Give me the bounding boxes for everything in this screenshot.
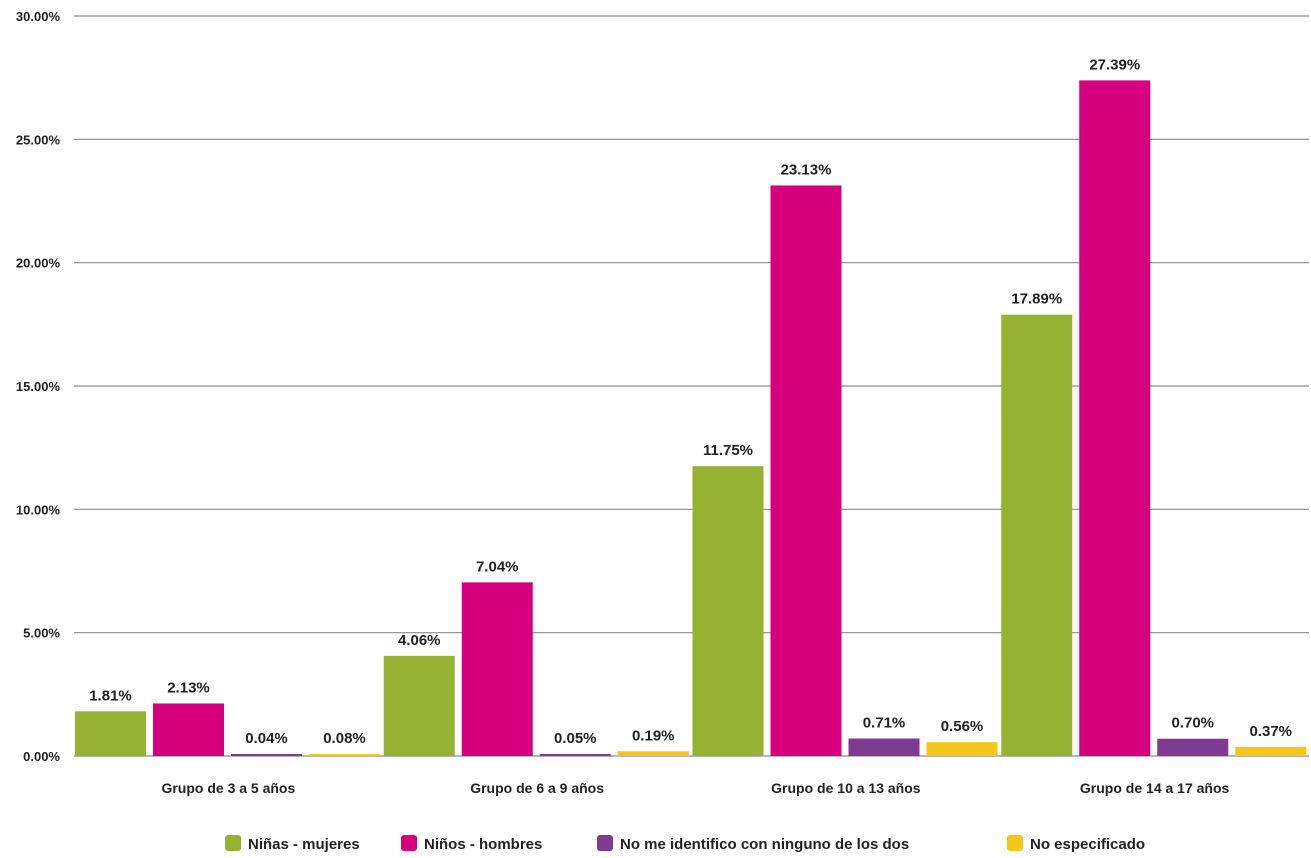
- x-axis: Grupo de 3 a 5 años Grupo de 6 a 9 años Gr…: [161, 780, 1229, 796]
- bar: [848, 738, 920, 756]
- data-label: 0.19%: [632, 727, 675, 744]
- data-label: 0.56%: [941, 718, 984, 735]
- legend-label: Niñas - mujeres: [248, 836, 360, 853]
- legend-label: No especificado: [1030, 836, 1145, 853]
- bar: [309, 754, 380, 756]
- data-label: 23.13%: [781, 161, 832, 178]
- y-tick-label: 20.00%: [16, 256, 61, 271]
- bar: [153, 703, 224, 756]
- x-tick-label: Grupo de 10 a 13 años: [771, 780, 921, 796]
- x-tick-label: Grupo de 6 a 9 años: [470, 780, 604, 796]
- bars: [75, 80, 1307, 756]
- legend: Niñas - mujeres Niños - hombres No me iden…: [225, 835, 1145, 853]
- legend-label: No me identifico con ninguno de los dos: [620, 836, 909, 853]
- y-tick-label: 0.00%: [23, 749, 60, 764]
- data-label: 1.81%: [89, 687, 132, 704]
- data-label: 11.75%: [703, 442, 753, 459]
- data-label: 0.08%: [323, 730, 366, 747]
- bar: [75, 711, 146, 756]
- legend-swatch: [597, 835, 613, 851]
- y-tick-label: 5.00%: [23, 626, 60, 641]
- bar: [1079, 80, 1151, 756]
- x-tick-label: Grupo de 3 a 5 años: [161, 780, 295, 796]
- legend-label: Niños - hombres: [424, 836, 542, 853]
- data-label: 27.39%: [1089, 56, 1140, 73]
- data-labels: 1.81% 2.13% 0.04% 0.08% 4.06% 7.04% 0.05% 0.19%…: [89, 56, 1292, 747]
- y-tick-label: 30.00%: [16, 9, 61, 24]
- bar: [1001, 314, 1073, 756]
- y-axis: 0.00% 5.00% 10.00% 15.00% 20.00% 25.00% 30.00%: [16, 9, 61, 764]
- bar: [926, 742, 998, 756]
- bar: [461, 582, 533, 756]
- bar: [770, 185, 842, 756]
- data-label: 2.13%: [167, 679, 210, 696]
- data-label: 0.05%: [554, 730, 597, 747]
- legend-swatch: [225, 835, 241, 851]
- bar: [1235, 746, 1307, 756]
- y-tick-label: 15.00%: [16, 379, 61, 394]
- bar: [383, 655, 455, 756]
- data-label: 17.89%: [1011, 291, 1062, 308]
- data-label: 0.70%: [1171, 715, 1214, 732]
- bar: [692, 466, 764, 756]
- legend-swatch: [401, 835, 417, 851]
- bar: [1157, 738, 1229, 756]
- data-label: 7.04%: [476, 558, 519, 575]
- data-label: 0.37%: [1249, 723, 1292, 740]
- legend-swatch: [1007, 835, 1023, 851]
- data-label: 0.04%: [245, 730, 288, 747]
- y-tick-label: 25.00%: [16, 132, 61, 147]
- bar: [617, 751, 689, 756]
- bar: [539, 754, 611, 756]
- grid: [74, 15, 1309, 757]
- data-label: 4.06%: [398, 632, 441, 649]
- data-label: 0.71%: [863, 714, 906, 731]
- y-tick-label: 10.00%: [16, 502, 61, 517]
- bar: [231, 754, 302, 756]
- x-tick-label: Grupo de 14 a 17 años: [1080, 780, 1230, 796]
